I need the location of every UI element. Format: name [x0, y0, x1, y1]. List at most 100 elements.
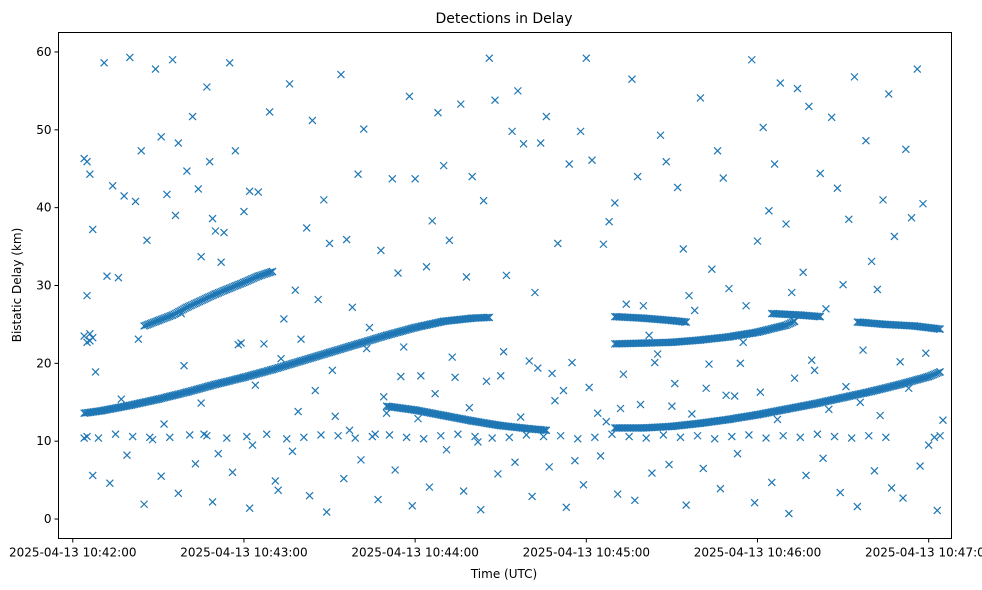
- data-point: [756, 388, 765, 397]
- data-point: [231, 146, 240, 155]
- data-point: [934, 368, 943, 377]
- data-point: [83, 157, 91, 166]
- data-point: [873, 285, 882, 294]
- data-point: [114, 403, 123, 412]
- data-point: [449, 413, 457, 422]
- y-tick-label: 40: [36, 201, 51, 215]
- data-point: [430, 409, 438, 418]
- data-point: [488, 434, 497, 443]
- data-point: [439, 161, 448, 170]
- data-point: [416, 371, 425, 380]
- data-point: [682, 501, 691, 509]
- data-point: [502, 271, 511, 280]
- data-point: [415, 407, 424, 415]
- data-point: [285, 79, 294, 88]
- data-point: [559, 386, 568, 395]
- data-point: [785, 404, 794, 413]
- data-point: [225, 58, 234, 67]
- data-point: [804, 401, 812, 410]
- data-point: [769, 407, 778, 416]
- data-point: [248, 441, 257, 450]
- data-point: [710, 434, 719, 443]
- data-point: [425, 408, 434, 417]
- data-point: [454, 430, 462, 439]
- data-point: [120, 192, 129, 200]
- data-point: [359, 125, 368, 133]
- data-point: [266, 268, 275, 276]
- data-point: [105, 479, 114, 488]
- data-point: [322, 508, 331, 516]
- data-point: [399, 343, 408, 351]
- data-point: [696, 93, 705, 102]
- data-point: [337, 70, 345, 79]
- data-point: [767, 478, 776, 487]
- data-point: [610, 199, 619, 207]
- data-point: [599, 240, 608, 249]
- data-point: [551, 396, 559, 405]
- data-point: [114, 273, 123, 282]
- data-point: [108, 181, 117, 190]
- data-point: [439, 411, 448, 420]
- data-point: [787, 288, 796, 297]
- data-point: [452, 413, 461, 422]
- data-point: [756, 410, 765, 419]
- data-point: [205, 157, 214, 166]
- data-point: [542, 426, 551, 435]
- data-point: [725, 284, 733, 293]
- data-point: [493, 469, 502, 478]
- data-point: [782, 405, 790, 414]
- data-point: [425, 483, 434, 492]
- data-point: [794, 402, 803, 411]
- data-point: [887, 483, 896, 492]
- data-point: [106, 405, 115, 413]
- data-point: [767, 408, 776, 416]
- data-point: [245, 187, 254, 196]
- data-point: [676, 433, 685, 442]
- data-point: [788, 404, 797, 413]
- data-point: [879, 195, 887, 204]
- data-point: [859, 346, 867, 355]
- data-point: [796, 402, 805, 411]
- data-point: [541, 426, 549, 435]
- data-point: [496, 371, 505, 380]
- data-point: [113, 403, 121, 412]
- data-point: [667, 402, 676, 411]
- data-point: [117, 395, 126, 404]
- data-point: [790, 374, 799, 383]
- data-point: [636, 400, 645, 409]
- data-point: [419, 407, 427, 416]
- data-point: [482, 313, 491, 322]
- data-point: [867, 257, 876, 266]
- data-point: [102, 406, 110, 414]
- data-point: [836, 488, 845, 497]
- data-point: [279, 315, 288, 323]
- data-point: [705, 360, 713, 369]
- data-point: [417, 407, 426, 416]
- data-point: [108, 404, 117, 413]
- data-point: [727, 432, 736, 441]
- data-point: [214, 449, 223, 458]
- x-tick-label: 2025-04-13 10:44:00: [351, 546, 478, 560]
- data-point: [85, 329, 94, 338]
- data-point: [422, 408, 431, 417]
- data-point: [565, 160, 574, 168]
- data-point: [485, 54, 494, 63]
- data-point: [441, 411, 450, 420]
- data-point: [374, 495, 382, 504]
- data-point: [776, 79, 785, 88]
- y-axis-label: Bistatic Delay (km): [10, 228, 24, 343]
- data-point: [168, 55, 177, 64]
- y-tick-label: 60: [36, 45, 51, 59]
- data-point: [461, 415, 470, 424]
- data-point: [282, 434, 291, 443]
- data-point: [451, 373, 459, 382]
- data-point: [642, 434, 651, 443]
- data-point: [791, 403, 800, 412]
- data-point: [770, 160, 779, 168]
- data-point: [479, 196, 488, 205]
- data-point: [739, 338, 748, 347]
- data-point: [456, 100, 465, 109]
- data-point: [80, 434, 89, 443]
- data-point: [123, 451, 131, 460]
- data-point: [468, 172, 477, 181]
